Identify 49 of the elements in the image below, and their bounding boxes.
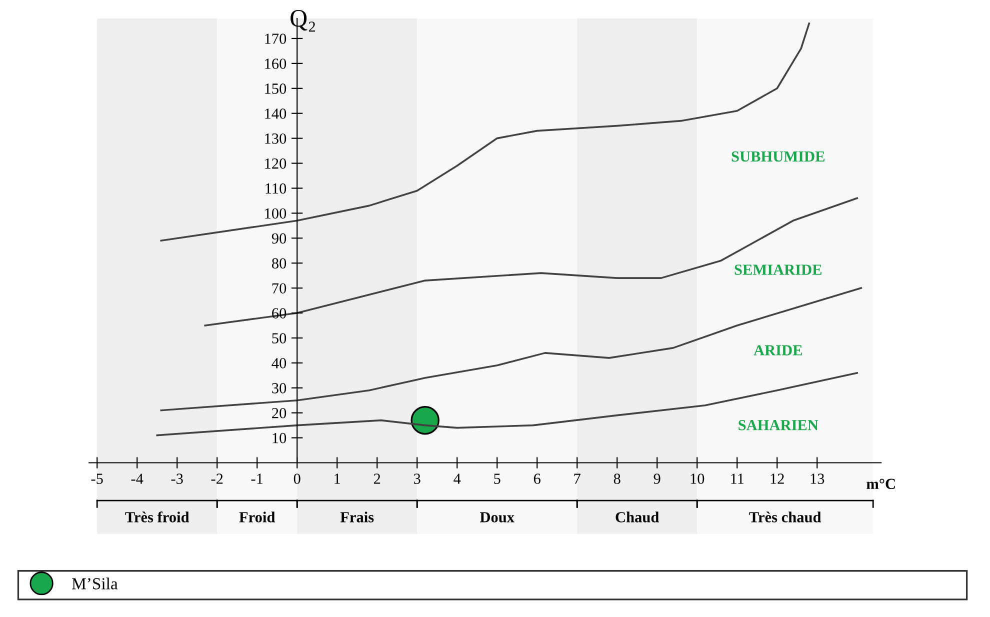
- x-tick-label: 0: [294, 474, 300, 484]
- y-tick-label: 100: [265, 208, 286, 219]
- y-tick-label: 140: [265, 108, 286, 119]
- x-tick-label: 3: [414, 474, 420, 484]
- y-tick-label: 90: [272, 233, 286, 244]
- x-tick-label: 4: [454, 474, 461, 484]
- annotation: SAHARIEN: [738, 420, 818, 430]
- annotation: SEMIARIDE: [734, 264, 822, 275]
- y-tick-label: 80: [272, 258, 286, 269]
- band-label: Très froid: [125, 511, 190, 522]
- x-tick-label: 13: [810, 474, 824, 484]
- y-tick-label: 10: [272, 432, 286, 444]
- y-tick-label: 110: [266, 183, 286, 194]
- x-tick-label: 1: [334, 474, 340, 484]
- y-tick-label: 150: [265, 84, 286, 94]
- x-tick-label: -3: [171, 474, 183, 484]
- x-tick-label: 6: [534, 474, 540, 484]
- x-tick-label: 9: [654, 474, 660, 484]
- y-tick-label: 120: [265, 158, 286, 169]
- x-tick-label: 10: [690, 474, 704, 484]
- y-axis-title: Q₂: [290, 10, 315, 32]
- x-axis-title: m°C: [866, 478, 895, 490]
- band-label: Très chaud: [749, 512, 822, 522]
- line-series: [204, 197, 858, 326]
- y-tick-label: 50: [272, 333, 286, 344]
- y-tick-label: 40: [272, 358, 286, 368]
- x-tick-label: 2: [374, 474, 380, 484]
- band-label: Frais: [340, 512, 374, 522]
- x-tick-label: -1: [251, 474, 263, 484]
- y-tick-label: 20: [272, 408, 286, 418]
- x-tick-label: -2: [211, 474, 223, 484]
- x-tick-label: 5: [494, 474, 500, 484]
- annotation: SUBHUMIDE: [732, 151, 824, 162]
- x-tick-label: 12: [770, 474, 784, 484]
- x-tick-label: 11: [731, 474, 744, 484]
- x-tick-label: -4: [131, 474, 144, 484]
- band-label: Doux: [480, 512, 514, 522]
- y-tick-label: 130: [265, 133, 286, 144]
- y-tick-label: 160: [265, 58, 286, 69]
- y-tick-label: 70: [272, 283, 286, 294]
- x-tick-label: -5: [91, 474, 103, 484]
- band-label: Chaud: [616, 512, 660, 522]
- y-tick-label: 30: [272, 383, 286, 394]
- x-tick-label: 8: [614, 474, 620, 484]
- x-tick-label: 7: [574, 474, 580, 484]
- y-tick-label: 170: [265, 34, 286, 44]
- legend-label: M’Sila: [72, 578, 118, 590]
- annotation: ARIDE: [754, 345, 802, 356]
- band-label: Froid: [239, 512, 276, 522]
